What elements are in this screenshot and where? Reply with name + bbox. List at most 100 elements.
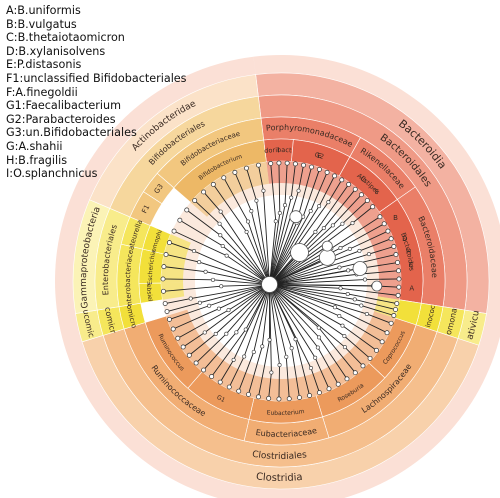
abundance-node — [371, 280, 383, 292]
leaf-node — [388, 320, 394, 326]
root-node — [261, 276, 278, 293]
inner-node — [244, 229, 249, 234]
inner-node — [260, 344, 265, 349]
leaf-node — [352, 370, 358, 376]
leaf-node — [374, 347, 379, 353]
inner-node — [249, 209, 254, 214]
leaf-node — [193, 360, 199, 366]
legend-item-f1: F1:unclassified Bifidobacteriales — [6, 71, 187, 85]
leaf-node — [292, 161, 298, 167]
inner-node — [326, 200, 331, 205]
leaf-node — [394, 301, 400, 306]
leaf-node — [276, 160, 282, 166]
leaf-label-e: E — [317, 152, 321, 160]
inner-node — [202, 330, 207, 335]
inner-node — [213, 331, 218, 336]
inner-node — [216, 306, 221, 311]
legend-item-e: E:P.distasonis — [6, 58, 82, 72]
leaf-node — [166, 316, 172, 322]
leaf-node — [332, 173, 338, 179]
leaf-node — [166, 240, 172, 246]
genus-alistipes-inner-wedge — [328, 176, 380, 225]
leaf-node — [395, 292, 401, 298]
legend: A:B.uniformis B:B.vulgatus C:B.thetaiota… — [6, 4, 187, 181]
inner-node — [357, 248, 362, 253]
inner-node — [340, 323, 345, 328]
inner-node — [217, 221, 222, 226]
inner-node — [284, 354, 289, 359]
inner-node — [330, 223, 335, 228]
leaf-node — [388, 236, 394, 242]
leaf-node — [210, 181, 216, 187]
leaf-node — [192, 198, 198, 203]
inner-node — [192, 249, 197, 254]
leaf-node — [385, 228, 391, 234]
genus-escherichia-label-text: Escherichia — [147, 249, 158, 285]
inner-node — [218, 233, 223, 238]
leaf-label-d: D — [402, 235, 407, 243]
legend-item-a: A:B.uniformis — [6, 4, 81, 17]
inner-node — [220, 243, 225, 248]
inner-node — [234, 330, 239, 335]
inner-node — [224, 331, 229, 336]
leaf-node — [367, 355, 373, 361]
inner-node — [350, 221, 355, 226]
genus-eubacterium-label: Eubacterium — [266, 408, 305, 417]
clade-f1-label-text: F1 — [140, 203, 151, 214]
legend-item-g3: G3:un.Bifidobacteriales — [6, 126, 137, 140]
leaf-node — [217, 379, 223, 385]
inner-node — [362, 277, 367, 282]
inner-node — [313, 229, 318, 234]
inner-node — [289, 195, 294, 200]
leaf-node — [256, 394, 261, 400]
leaf-node — [162, 301, 168, 306]
leaf-node — [164, 309, 170, 314]
leaf-label-f: F — [375, 188, 379, 196]
leaf-node — [221, 175, 227, 181]
leaf-label-b: B — [393, 214, 398, 222]
genus-parabacteroides-label-text: G2 — [314, 151, 325, 161]
inner-node — [231, 357, 236, 362]
leaf-node — [276, 396, 282, 402]
leaf-node — [171, 228, 177, 234]
inner-node — [352, 297, 357, 302]
leaf-node — [396, 276, 402, 282]
inner-node — [273, 219, 278, 224]
family-pasteurellaceae-inner-wedge — [164, 234, 191, 259]
inner-node — [218, 209, 223, 214]
leaf-node — [307, 393, 312, 398]
inner-node — [251, 349, 256, 354]
leaf-node — [177, 217, 183, 223]
leaf-node — [396, 268, 402, 274]
leaf-node — [384, 330, 390, 336]
legend-item-c: C:B.thetaiotaomicron — [6, 31, 125, 45]
leaf-node — [360, 363, 366, 369]
inner-node — [197, 300, 202, 305]
inner-node — [315, 345, 320, 350]
inner-node — [313, 355, 318, 360]
leaf-node — [256, 162, 261, 168]
legend-item-d: D:B.xylanisolvens — [6, 44, 106, 58]
leaf-node — [316, 166, 322, 172]
order-clostridiales-label: Clostridiales — [252, 450, 308, 462]
branch — [269, 256, 328, 285]
branch — [269, 267, 361, 286]
genus-klebsiella-inner-wedge — [161, 282, 185, 300]
genus-bacteroides-inner-wedge — [361, 212, 401, 300]
inner-node — [226, 308, 231, 313]
genus-faecalibacterium-label-text: G1 — [215, 394, 226, 404]
inner-node — [219, 284, 224, 289]
inner-node — [242, 354, 247, 359]
leaf-node — [226, 384, 232, 390]
inner-node — [308, 209, 313, 214]
class-clostridia-label: Clostridia — [255, 471, 303, 484]
leaf-label-h: H — [406, 248, 411, 256]
inner-node — [254, 198, 259, 203]
leaf-label-i: I — [278, 147, 280, 155]
inner-node — [282, 203, 287, 208]
legend-item-g: G:A.shahii — [6, 139, 63, 153]
leaf-node — [309, 164, 314, 170]
leaf-node — [379, 339, 385, 345]
leaf-node — [286, 396, 292, 402]
genus-eubacterium-label-text: Eubacterium — [266, 408, 305, 417]
